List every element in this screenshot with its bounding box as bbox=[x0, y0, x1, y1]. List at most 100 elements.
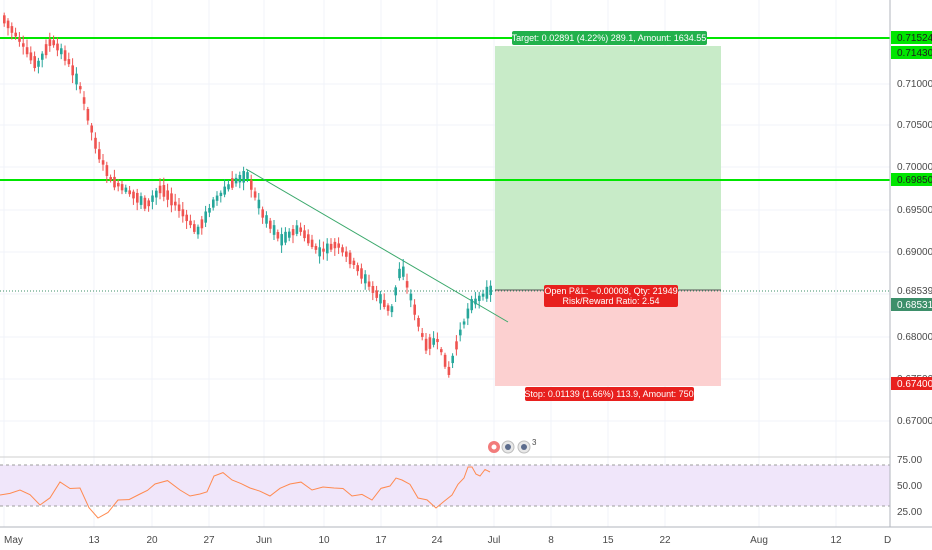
price-scale[interactable]: 0.71000 0.70500 0.70000 0.69500 0.69000 0.680… bbox=[889, 0, 932, 527]
candle-body bbox=[272, 225, 276, 235]
candle-body bbox=[181, 209, 185, 217]
time-label: May bbox=[4, 535, 23, 546]
price-pane[interactable] bbox=[0, 0, 890, 527]
candle-body bbox=[291, 229, 295, 236]
risk-reward-text: Risk/Reward Ratio: 2.54 bbox=[562, 296, 659, 306]
candle-body bbox=[10, 26, 14, 33]
candle-body bbox=[223, 186, 226, 195]
candle-body bbox=[329, 243, 333, 250]
price-pane-bg bbox=[0, 0, 890, 455]
candle-body bbox=[265, 215, 268, 224]
candle-body bbox=[33, 56, 36, 69]
candle-body bbox=[424, 338, 428, 351]
candle-body bbox=[489, 285, 492, 296]
candle-body bbox=[22, 43, 25, 47]
candle-body bbox=[333, 241, 337, 249]
time-label: 13 bbox=[88, 535, 100, 546]
candle-body bbox=[485, 286, 489, 299]
time-label: 10 bbox=[318, 535, 330, 546]
candle-body bbox=[451, 355, 454, 364]
candle-body bbox=[14, 32, 17, 37]
candle-body bbox=[231, 178, 234, 188]
candle-body bbox=[56, 43, 59, 51]
candle-body bbox=[204, 211, 207, 223]
candle-body bbox=[261, 209, 264, 218]
candle-body bbox=[18, 37, 21, 42]
rsi-scale-ticks: 75.00 50.00 25.00 bbox=[897, 455, 922, 518]
badge-last-price-text: 0.68539 bbox=[897, 286, 932, 297]
candle-body bbox=[398, 268, 401, 279]
candle-body bbox=[162, 185, 166, 197]
candle-body bbox=[3, 15, 6, 24]
trendline[interactable] bbox=[245, 168, 509, 323]
candle-body bbox=[82, 97, 86, 104]
badge-entry: 0.68531 bbox=[891, 298, 932, 311]
candle-body bbox=[136, 192, 139, 203]
candle-body bbox=[151, 195, 154, 202]
profit-zone[interactable] bbox=[495, 46, 721, 290]
badge-entry-bg bbox=[891, 298, 932, 311]
candle-body bbox=[158, 185, 162, 194]
target-label: Target: 0.02891 (4.22%) 289.1, Amount: 1… bbox=[512, 31, 707, 45]
candle-body bbox=[455, 341, 458, 350]
candle-body bbox=[421, 333, 424, 337]
candle-body bbox=[37, 60, 40, 67]
event-markers[interactable]: 3 bbox=[488, 438, 537, 454]
candle-body bbox=[409, 293, 413, 301]
candle-body bbox=[174, 201, 177, 206]
candle-body bbox=[356, 265, 359, 272]
candle-body bbox=[417, 317, 420, 327]
candle-body bbox=[63, 50, 67, 61]
candle-body bbox=[6, 20, 10, 29]
timeframe-corner-label[interactable]: D bbox=[884, 535, 891, 546]
candle-body bbox=[478, 295, 481, 301]
time-label: 12 bbox=[830, 535, 842, 546]
time-axis[interactable]: May 13 20 27 Jun 10 17 24 Jul 8 15 22 Aug 12 D bbox=[0, 526, 932, 550]
time-label: Aug bbox=[750, 535, 768, 546]
candle-body bbox=[459, 329, 462, 336]
stop-label-bg bbox=[525, 387, 694, 401]
candle-body bbox=[413, 304, 416, 315]
candles bbox=[3, 12, 492, 378]
rsi-pane[interactable] bbox=[0, 464, 890, 519]
badge-upper-level-bg bbox=[891, 31, 932, 44]
candle-body bbox=[371, 285, 375, 293]
candle-body bbox=[318, 247, 321, 257]
time-label: 27 bbox=[203, 535, 215, 546]
news-event-icon-dot bbox=[521, 444, 527, 450]
rsi-band bbox=[0, 465, 890, 506]
badge-entry-text: 0.68531 bbox=[897, 300, 932, 311]
price-tick-label: 0.69000 bbox=[897, 247, 932, 258]
candle-body bbox=[227, 184, 230, 190]
time-axis-bg bbox=[0, 527, 932, 550]
candle-body bbox=[113, 176, 116, 188]
candle-body bbox=[394, 287, 397, 296]
economic-event-icon-dot bbox=[505, 444, 511, 450]
candle-body bbox=[86, 108, 90, 121]
candle-body bbox=[379, 294, 382, 304]
candle-body bbox=[196, 226, 200, 235]
long-position-tool[interactable] bbox=[495, 46, 721, 386]
candle-body bbox=[310, 239, 314, 248]
candle-body bbox=[155, 190, 158, 198]
candle-body bbox=[98, 149, 101, 160]
price-tick-label: 0.67000 bbox=[897, 416, 932, 427]
candle-body bbox=[375, 290, 378, 298]
rsi-tick-label: 25.00 bbox=[897, 507, 922, 518]
candle-body bbox=[120, 184, 124, 191]
target-label-bg bbox=[512, 31, 707, 45]
time-label: 22 bbox=[659, 535, 671, 546]
candle-body bbox=[143, 197, 147, 209]
candle-body bbox=[299, 227, 302, 232]
candle-body bbox=[189, 220, 192, 226]
badge-stop-bg bbox=[891, 377, 932, 390]
badge-stop: 0.67400 bbox=[891, 377, 932, 390]
price-tick-label: 0.71000 bbox=[897, 79, 932, 90]
rsi-tick-label: 50.00 bbox=[897, 481, 922, 492]
candle-body bbox=[29, 52, 33, 61]
candle-body bbox=[443, 354, 447, 367]
candle-body bbox=[303, 230, 306, 239]
candle-body bbox=[307, 234, 310, 244]
badge-target-bg bbox=[891, 46, 932, 59]
